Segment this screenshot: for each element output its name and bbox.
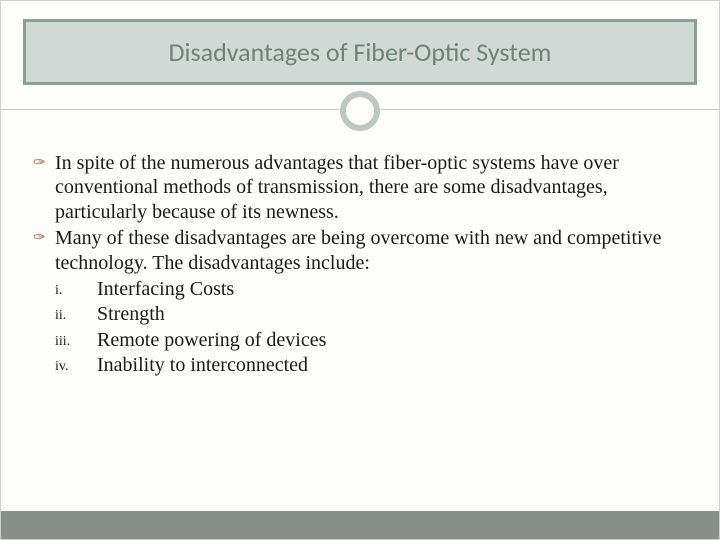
list-item-text: Remote powering of devices bbox=[97, 328, 326, 352]
roman-numeral: iv. bbox=[55, 353, 97, 377]
content-area: ✑ In spite of the numerous advantages th… bbox=[33, 151, 687, 379]
paragraph-text: In spite of the numerous advantages that… bbox=[55, 152, 619, 223]
list-item: iii. Remote powering of devices bbox=[33, 328, 687, 352]
list-item: iv. Inability to interconnected bbox=[33, 353, 687, 377]
decorative-circle-icon bbox=[340, 91, 380, 131]
slide-container: Disadvantages of Fiber-Optic System ✑ In… bbox=[0, 0, 720, 540]
paragraph-text: Many of these disadvantages are being ov… bbox=[55, 227, 661, 273]
bullet-paragraph: ✑ Many of these disadvantages are being … bbox=[33, 226, 687, 275]
title-bar: Disadvantages of Fiber-Optic System bbox=[23, 19, 697, 85]
swirl-bullet-icon: ✑ bbox=[33, 229, 44, 247]
list-item: ii. Strength bbox=[33, 302, 687, 326]
swirl-bullet-icon: ✑ bbox=[33, 154, 44, 172]
roman-numeral: i. bbox=[55, 277, 97, 301]
list-item-text: Interfacing Costs bbox=[97, 277, 234, 301]
slide-title: Disadvantages of Fiber-Optic System bbox=[36, 36, 684, 68]
bottom-accent-bar bbox=[1, 511, 719, 539]
list-item-text: Inability to interconnected bbox=[97, 353, 308, 377]
roman-numeral: iii. bbox=[55, 328, 97, 352]
roman-numeral: ii. bbox=[55, 302, 97, 326]
list-item: i. Interfacing Costs bbox=[33, 277, 687, 301]
list-item-text: Strength bbox=[97, 302, 165, 326]
bullet-paragraph: ✑ In spite of the numerous advantages th… bbox=[33, 151, 687, 224]
